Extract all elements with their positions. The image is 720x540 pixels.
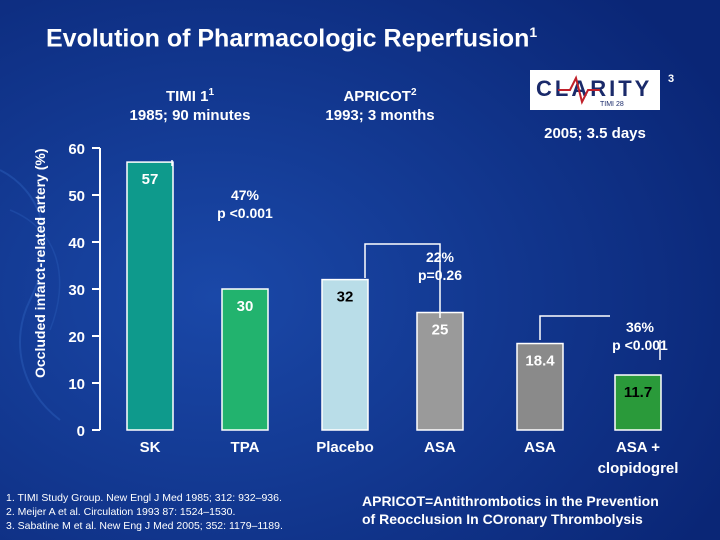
x-category-label: SK	[140, 439, 161, 456]
reference-1: 1. TIMI Study Group. New Engl J Med 1985…	[6, 492, 282, 504]
y-tick-label: 50	[68, 188, 85, 205]
bar	[416, 311, 464, 431]
bar	[126, 161, 174, 431]
y-tick-label: 30	[68, 282, 85, 299]
bar-value-label: 57	[142, 171, 159, 188]
annotation-clarity: 36% p <0.001	[612, 319, 668, 353]
x-category-label: ASA	[524, 439, 556, 456]
study-label-timi: TIMI 11 1985; 90 minutes	[129, 87, 251, 124]
bar-value-label: 11.7	[624, 384, 652, 401]
y-tick-label: 20	[68, 329, 85, 346]
abbreviation-note: APRICOT=Antithrombotics in the Preventio…	[362, 493, 659, 527]
clarity-logo: CLARITY TIMI 28	[530, 70, 660, 110]
clarity-logo-text: CLARITY	[536, 76, 652, 101]
bar-value-label: 30	[237, 298, 254, 315]
bracket-line	[364, 243, 441, 318]
y-tick-label: 40	[68, 235, 85, 252]
annotation-apricot: 22% p=0.26	[418, 249, 462, 283]
bar-value-label: 32	[337, 289, 354, 306]
study-label-clarity: 2005; 3.5 days	[544, 125, 646, 142]
x-category-label: Placebo	[316, 439, 374, 456]
x-category-label: ASA +	[616, 439, 660, 456]
references: 1. TIMI Study Group. New Engl J Med 1985…	[6, 491, 283, 533]
bracket-line	[539, 315, 610, 340]
y-tick-label: 60	[68, 141, 85, 158]
reference-3: 3. Sabatine M et al. New Eng J Med 2005;…	[6, 520, 283, 532]
study-label-apricot: APRICOT2 1993; 3 months	[325, 87, 435, 124]
bar	[321, 278, 369, 431]
x-category-label: ASA	[424, 439, 456, 456]
bar	[516, 342, 564, 431]
clarity-logo-sub: TIMI 28	[600, 101, 624, 108]
x-category-label: clopidogrel	[598, 460, 679, 477]
bar-value-label: 18.4	[525, 353, 555, 370]
clarity-ref: 3	[667, 73, 675, 85]
y-tick-label: 0	[77, 423, 85, 440]
page-title: Evolution of Pharmacologic Reperfusion1	[46, 24, 538, 53]
bar	[614, 374, 662, 431]
x-category-label: TPA	[231, 439, 260, 456]
bar-value-label: 25	[432, 322, 449, 339]
annotation-timi: 47% p <0.001	[217, 187, 273, 221]
reference-2: 2. Meijer A et al. Circulation 1993 87: …	[6, 506, 236, 518]
bar	[221, 288, 269, 431]
y-tick-label: 10	[68, 376, 85, 393]
